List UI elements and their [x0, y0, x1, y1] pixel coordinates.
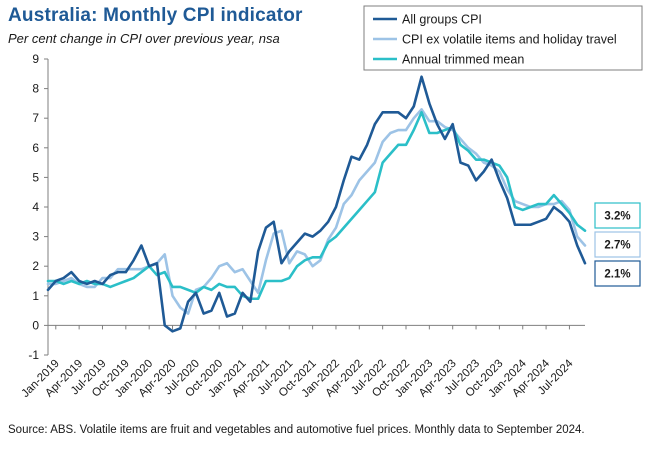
callout-label: 2.7% [604, 240, 630, 252]
y-tick-label: 8 [32, 82, 39, 96]
series-layer [46, 75, 587, 333]
callout-box [594, 202, 641, 229]
chart-subtitle: Per cent change in CPI over previous yea… [8, 31, 280, 46]
legend-entry-label: Annual trimmed mean [402, 53, 524, 67]
callout-3-2pct: 3.2% [594, 202, 641, 229]
chart-legend: All groups CPI CPI ex volatile items and … [363, 5, 643, 71]
callout-2-1pct: 2.1% [594, 260, 641, 287]
series-line-all-groups-cpi [46, 75, 587, 333]
axes-layer: -10123456789Jan-2019Apr-2019Jul-2019Oct-… [19, 52, 585, 400]
legend-entry-label: All groups CPI [402, 13, 482, 27]
series-line-cpi-ex-volatile-items-and-holiday-travel [46, 108, 587, 315]
callout-box [594, 231, 641, 258]
chart-title: Australia: Monthly CPI indicator [8, 5, 303, 26]
y-tick-label: 2 [32, 259, 39, 273]
y-tick-label: 4 [32, 200, 39, 214]
callout-label: 3.2% [604, 211, 630, 223]
legend-entry-label: CPI ex volatile items and holiday travel [402, 33, 617, 47]
source-note: Source: ABS. Volatile items are fruit an… [8, 424, 585, 436]
y-tick-label: -1 [28, 348, 39, 362]
callout-box [594, 260, 641, 287]
y-tick-label: 0 [32, 318, 39, 332]
y-tick-label: 6 [32, 141, 39, 155]
y-tick-label: 7 [32, 111, 39, 125]
y-tick-label: 5 [32, 170, 39, 184]
y-tick-label: 1 [32, 289, 39, 303]
legend-box [363, 5, 643, 71]
y-tick-label: 9 [32, 52, 39, 66]
y-tick-label: 3 [32, 230, 39, 244]
series-line-annual-trimmed-mean [46, 110, 587, 301]
callout-2-7pct: 2.7% [594, 231, 641, 258]
callout-label: 2.1% [604, 269, 630, 281]
value-callouts: 3.2% 2.7% 2.1% [594, 202, 641, 287]
